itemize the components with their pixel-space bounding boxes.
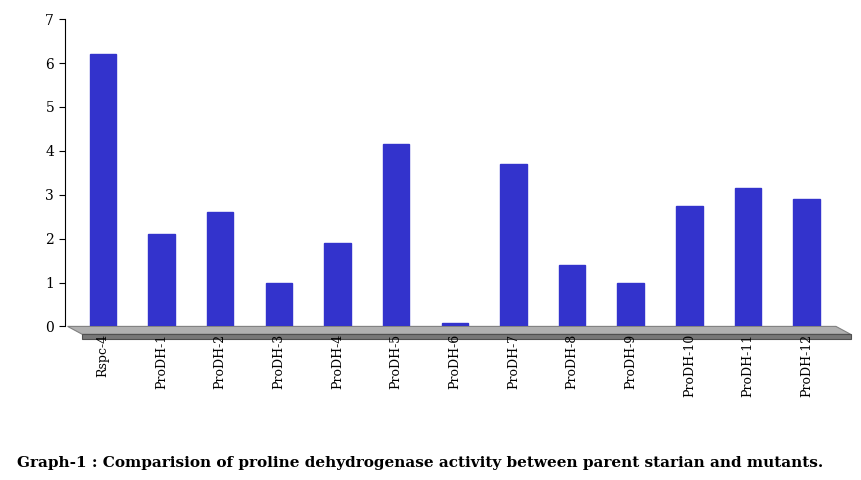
Bar (499, 164, 526, 326)
Bar (382, 144, 409, 326)
Bar (90, 54, 116, 326)
Polygon shape (67, 326, 850, 334)
Bar (734, 188, 760, 326)
Bar (207, 212, 233, 326)
Bar (675, 206, 702, 326)
Bar (441, 323, 468, 326)
Text: Graph-1 : Comparision of proline dehydrogenase activity between parent starian a: Graph-1 : Comparision of proline dehydro… (17, 456, 822, 470)
Bar (558, 265, 585, 326)
Bar (792, 199, 819, 326)
Bar (148, 234, 175, 326)
Bar (616, 283, 643, 326)
Bar (324, 243, 350, 326)
Polygon shape (82, 334, 850, 339)
Bar (265, 283, 292, 326)
